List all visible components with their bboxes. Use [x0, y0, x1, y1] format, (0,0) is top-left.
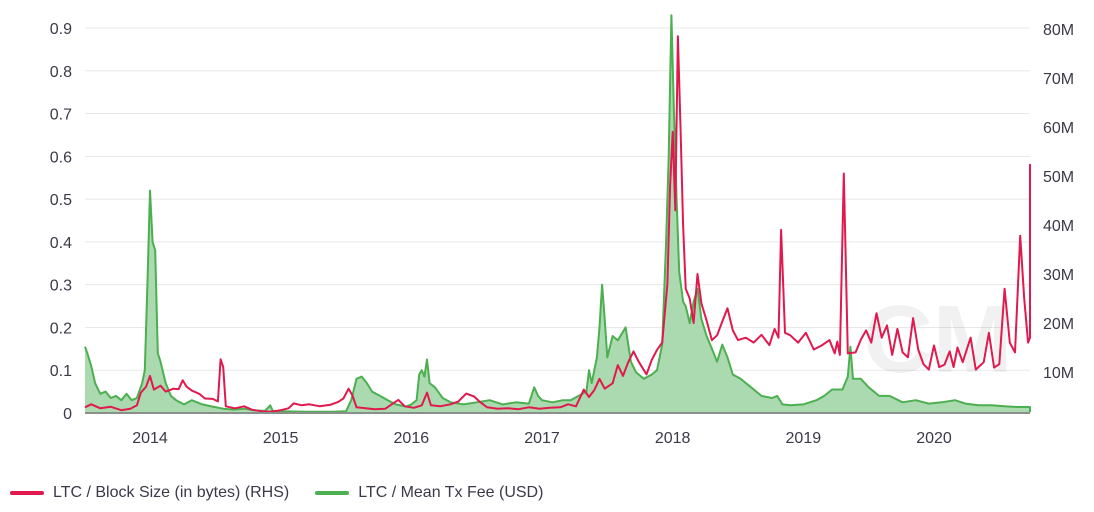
x-axis-tick-label: 2019 [786, 430, 822, 447]
left-axis-tick-label: 0.9 [50, 21, 72, 38]
left-axis-tick-label: 0.5 [50, 192, 72, 209]
right-axis-tick-label: 60M [1043, 120, 1074, 137]
right-axis-tick-label: 70M [1043, 71, 1074, 88]
right-axis-tick-label: 30M [1043, 267, 1074, 284]
right-axis-tick-label: 80M [1043, 22, 1074, 39]
x-axis-tick-label: 2018 [655, 430, 691, 447]
chart-plot-area[interactable]: 0 0.1 0.2 0.3 0.4 0.5 0.6 0.7 0.8 0.9 10M 20M 30M 40… [0, 0, 1094, 470]
left-axis-tick-label: 0.3 [50, 278, 72, 295]
left-axis-tick-label: 0.6 [50, 149, 72, 166]
left-axis-ticks: 0 0.1 0.2 0.3 0.4 0.5 0.6 0.7 0.8 0.9 [50, 21, 72, 423]
left-axis-tick-label: 0.4 [50, 235, 72, 252]
left-axis-tick-label: 0.8 [50, 64, 72, 81]
x-axis-tick-label: 2015 [263, 430, 299, 447]
right-axis-tick-label: 20M [1043, 316, 1074, 333]
x-axis-tick-label: 2017 [524, 430, 560, 447]
left-axis-tick-label: 0.7 [50, 107, 72, 124]
left-axis-tick-label: 0 [63, 406, 72, 423]
right-axis-tick-label: 40M [1043, 218, 1074, 235]
series-layer [84, 14, 1031, 413]
x-axis-tick-label: 2016 [394, 430, 430, 447]
legend-item-mean-tx-fee[interactable]: LTC / Mean Tx Fee (USD) [315, 484, 543, 502]
legend: LTC / Block Size (in bytes) (RHS) LTC / … [10, 484, 569, 502]
right-axis-tick-label: 50M [1043, 169, 1074, 186]
x-axis-tick-label: 2014 [132, 430, 168, 447]
left-axis-tick-label: 0.2 [50, 320, 72, 337]
block-size-line [84, 35, 1031, 413]
legend-swatch-green-line-icon [315, 491, 350, 495]
gridlines [85, 27, 1030, 371]
right-axis-ticks: 10M 20M 30M 40M 50M 60M 70M 80M [1043, 22, 1074, 382]
legend-swatch-red-line-icon [10, 491, 44, 495]
left-axis-tick-label: 0.1 [50, 363, 72, 380]
mean-tx-fee-line [84, 14, 1031, 413]
x-axis-tick-label: 2020 [916, 430, 952, 447]
x-axis-ticks: 2014 2015 2016 2017 2018 2019 2020 [132, 430, 952, 447]
legend-label: LTC / Block Size (in bytes) (RHS) [53, 484, 290, 501]
right-axis-tick-label: 10M [1043, 365, 1074, 382]
legend-label: LTC / Mean Tx Fee (USD) [358, 484, 544, 501]
legend-item-block-size[interactable]: LTC / Block Size (in bytes) (RHS) [10, 484, 289, 502]
